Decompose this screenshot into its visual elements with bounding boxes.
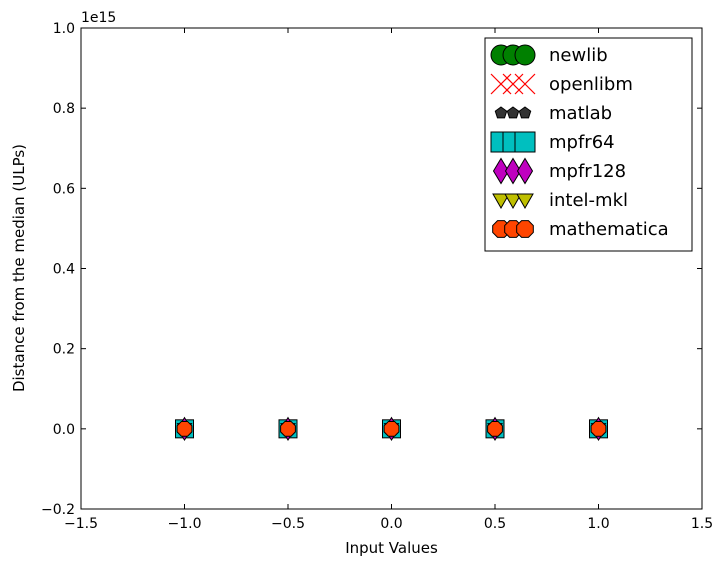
legend-marker-openlibm xyxy=(490,73,512,95)
data-point-mathematica xyxy=(280,420,296,437)
legend-label-matlab: matlab xyxy=(549,103,612,124)
tick-labels: −1.5 −1.0 −0.5 0.0 0.5 1.0 1.5 −0.2 0.0 0.2 0.4 0.6… xyxy=(41,21,713,532)
legend-marker-mpfr128 xyxy=(516,157,534,185)
y-tick-label: 1.0 xyxy=(53,21,75,37)
legend: newlib openlibm matlab mpfr64 mpfr128 intel-m… xyxy=(484,37,693,252)
legend-marker-intel-mkl xyxy=(492,193,510,210)
legend-marker-matlab xyxy=(494,106,508,119)
y-tick-label: 0.4 xyxy=(53,262,75,278)
data-point-mathematica xyxy=(487,420,503,437)
y-tick-label: −0.2 xyxy=(41,502,75,518)
x-tick-label: 0.5 xyxy=(484,516,506,532)
legend-marker-matlab xyxy=(518,106,532,119)
legend-label-mathematica: mathematica xyxy=(549,219,669,240)
legend-label-mpfr64: mpfr64 xyxy=(549,132,615,153)
legend-marker-openlibm xyxy=(502,73,524,95)
legend-marker-openlibm xyxy=(514,73,536,95)
legend-label-newlib: newlib xyxy=(549,45,608,66)
legend-marker-mpfr128 xyxy=(492,157,510,185)
legend-marker-mpfr64 xyxy=(514,131,536,153)
legend-marker-intel-mkl xyxy=(504,193,522,210)
y-offset-text: 1e15 xyxy=(81,10,116,26)
y-tick-label: 0.2 xyxy=(53,342,75,358)
plot-frame xyxy=(80,27,703,510)
y-tick-label: 0.0 xyxy=(53,422,75,438)
y-tick-label: 0.6 xyxy=(53,181,75,197)
legend-label-mpfr128: mpfr128 xyxy=(549,161,626,182)
legend-marker-newlib xyxy=(514,44,536,66)
x-tick-label: 0.0 xyxy=(380,516,402,532)
legend-marker-intel-mkl xyxy=(516,193,534,210)
x-tick-label: −1.0 xyxy=(168,516,202,532)
data-point-mathematica xyxy=(383,420,400,437)
data-point-mathematica xyxy=(176,420,193,437)
data-points xyxy=(175,416,608,442)
legend-marker-mpfr128 xyxy=(504,157,522,185)
y-tick-label: 0.8 xyxy=(53,101,75,117)
legend-label-openlibm: openlibm xyxy=(549,74,633,95)
x-tick-label: −0.5 xyxy=(271,516,305,532)
x-tick-label: −1.5 xyxy=(64,516,98,532)
x-axis-label: Input Values xyxy=(345,539,438,557)
legend-marker-matlab xyxy=(506,106,520,119)
legend-marker-mathematica xyxy=(516,220,534,238)
data-point-mathematica xyxy=(590,420,607,437)
legend-label-intel-mkl: intel-mkl xyxy=(549,190,628,211)
x-tick-label: 1.0 xyxy=(587,516,609,532)
y-axis-label: Distance from the median (ULPs) xyxy=(10,144,28,392)
x-tick-label: 1.5 xyxy=(691,516,713,532)
